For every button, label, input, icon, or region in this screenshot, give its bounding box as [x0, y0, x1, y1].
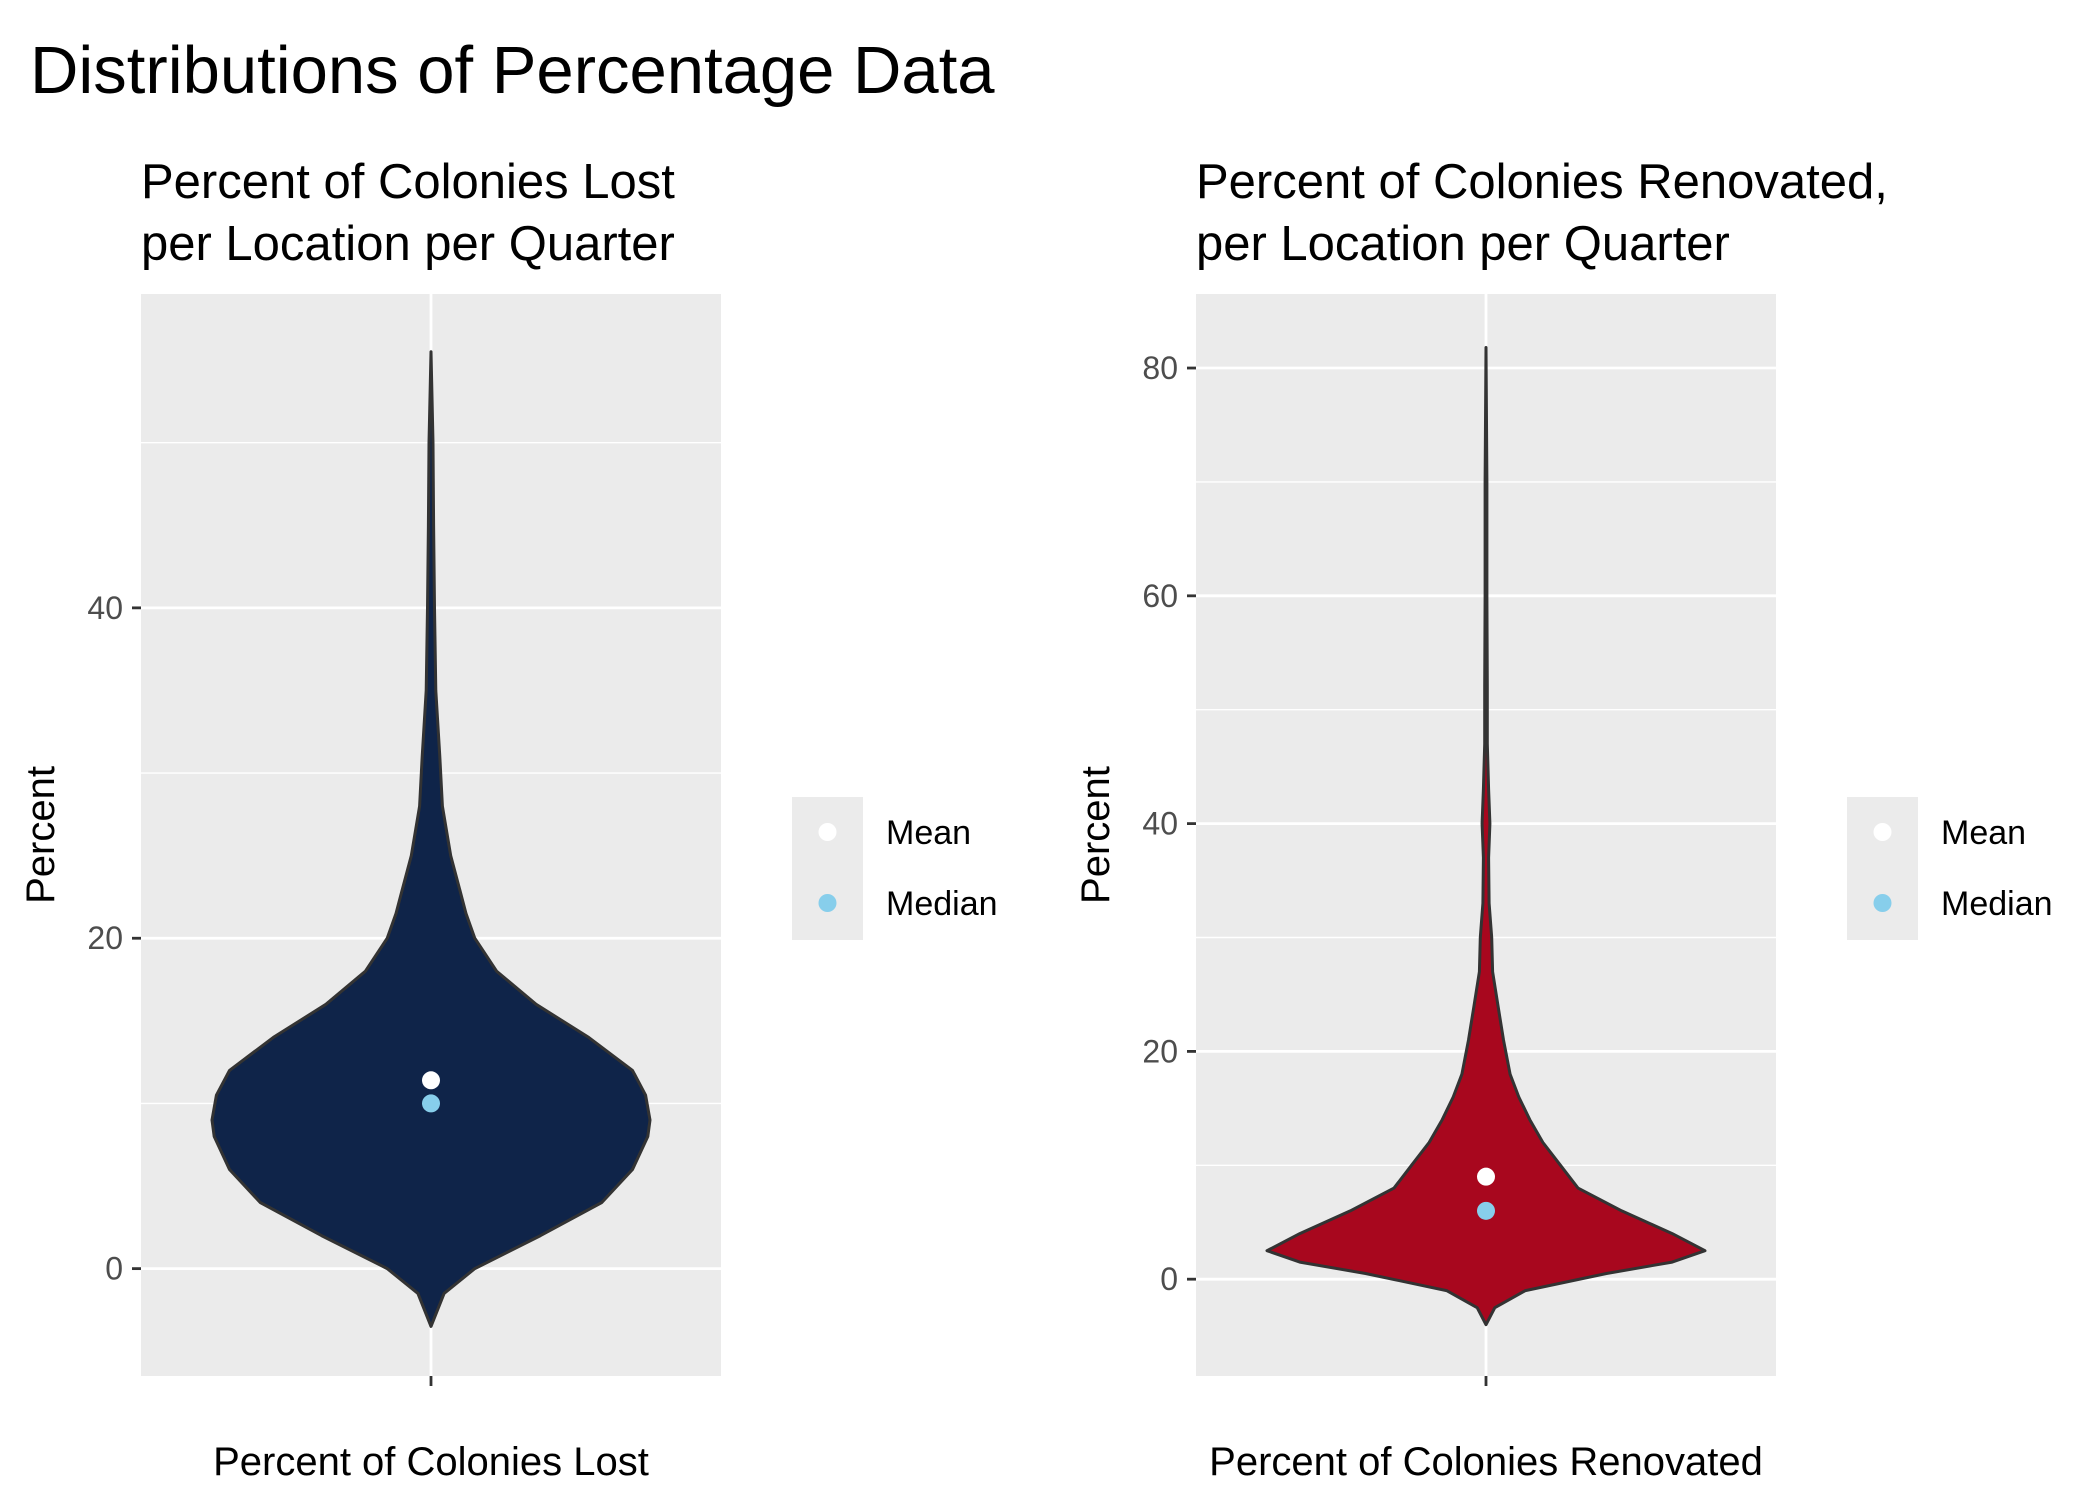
- violin-shape: [1265, 346, 1707, 1327]
- y-axis-label: Percent: [19, 766, 63, 904]
- y-tick-label: 0: [1160, 1261, 1178, 1297]
- chart-panel-1: Percent of Colonies Lost per Location per…: [19, 155, 998, 1484]
- legend-label-median: Median: [1941, 885, 2053, 923]
- panel-title-line: Percent of Colonies Renovated,: [1196, 155, 1888, 209]
- legend-key-median: [818, 894, 837, 912]
- figure-title: Distributions of Percentage Data: [30, 33, 995, 108]
- legend: Mean Median: [1847, 797, 2053, 940]
- legend-key-median: [1873, 894, 1892, 912]
- y-axis-label: Percent: [1074, 766, 1118, 904]
- median-point: [1477, 1201, 1495, 1220]
- median-point: [422, 1094, 440, 1113]
- y-tick-label: 20: [1142, 1033, 1178, 1069]
- legend-key-mean: [818, 823, 837, 841]
- legend: Mean Median: [792, 797, 998, 940]
- panel-title-line: per Location per Quarter: [1196, 217, 1730, 271]
- chart-panel-2: Percent of Colonies Renovated, per Locati…: [1074, 155, 2053, 1484]
- legend-label-median: Median: [886, 885, 998, 923]
- y-tick-label: 80: [1142, 350, 1178, 386]
- x-axis-label: Percent of Colonies Lost: [213, 1440, 649, 1484]
- mean-point: [1477, 1167, 1495, 1186]
- y-tick-label: 0: [105, 1251, 123, 1287]
- x-axis-label: Percent of Colonies Renovated: [1209, 1440, 1763, 1484]
- violin-shape: [210, 350, 652, 1328]
- legend-key-background: [1847, 797, 1918, 940]
- mean-point: [422, 1071, 440, 1090]
- legend-key-mean: [1873, 823, 1892, 841]
- y-tick-label: 40: [87, 590, 123, 626]
- panel-title-line: Percent of Colonies Lost: [141, 155, 675, 209]
- y-tick-label: 60: [1142, 578, 1178, 614]
- legend-label-mean: Mean: [1941, 814, 2026, 852]
- y-tick-label: 40: [1142, 806, 1178, 842]
- legend-key-background: [792, 797, 863, 940]
- legend-label-mean: Mean: [886, 814, 971, 852]
- panel-title-line: per Location per Quarter: [141, 217, 675, 271]
- y-tick-label: 20: [87, 920, 123, 956]
